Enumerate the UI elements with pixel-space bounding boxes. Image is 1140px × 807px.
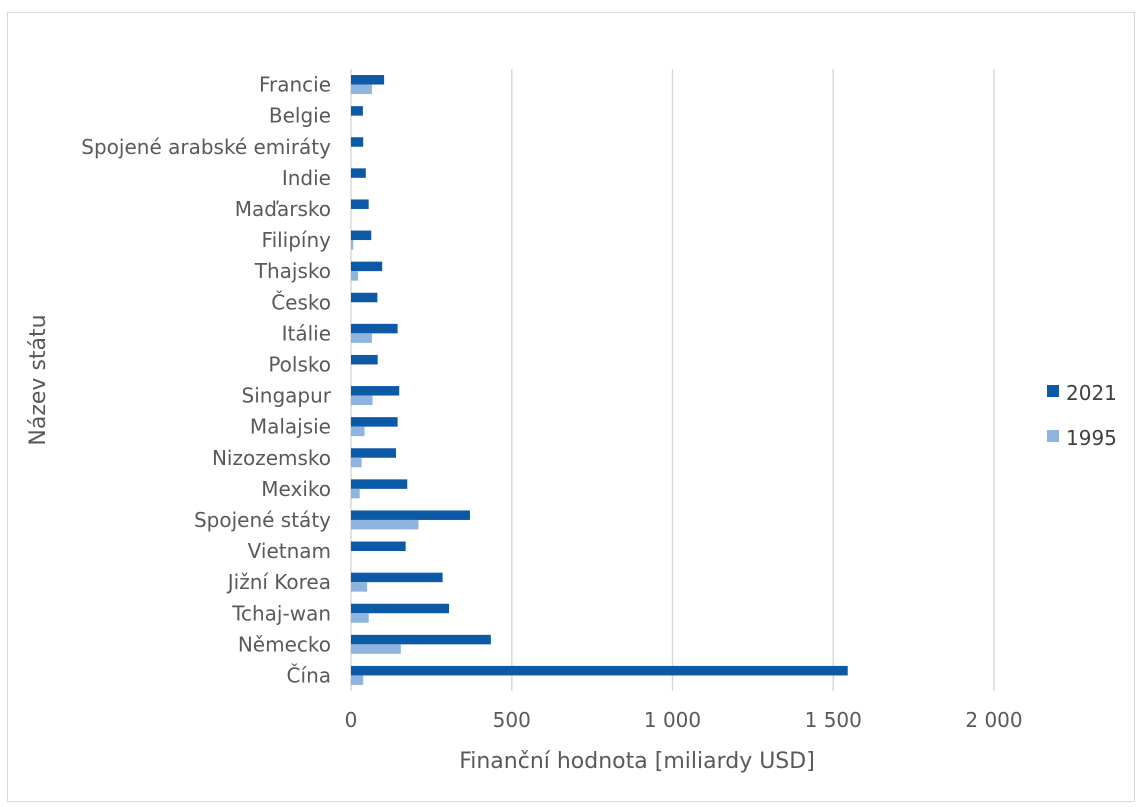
category-label: Jižní Korea — [226, 570, 331, 594]
bar-2021 — [351, 510, 470, 520]
bar-2021 — [351, 323, 398, 334]
bar-1995 — [351, 519, 419, 530]
category-label: Belgie — [269, 104, 331, 128]
bar-2021 — [351, 634, 491, 645]
bar-2021 — [351, 230, 372, 241]
bar-1995 — [351, 333, 372, 343]
bar-1995 — [351, 426, 365, 437]
category-label: Česko — [271, 290, 331, 314]
category-label: Vietnam — [248, 539, 331, 563]
bar-1995 — [351, 613, 369, 623]
category-label: Maďarsko — [235, 197, 331, 221]
bar-2021 — [351, 168, 366, 178]
x-tick-label: 500 — [493, 708, 531, 732]
bar-2021 — [351, 448, 397, 458]
category-label: Spojené státy — [194, 508, 331, 532]
category-label: Tchaj-wan — [231, 601, 331, 625]
category-label: Čína — [287, 663, 331, 687]
gridlines — [350, 69, 995, 691]
y-axis-title: Název státu — [26, 314, 51, 445]
category-labels: Čína Německo Tchaj-wan Jižní Korea Vietnam Sp… — [81, 73, 331, 688]
bar-2021 — [351, 261, 383, 272]
category-label: Indie — [282, 166, 331, 190]
category-label: Itálie — [282, 321, 331, 345]
category-label: Thajsko — [254, 259, 331, 283]
category-label: Německo — [238, 632, 331, 656]
x-tick-label: 1 000 — [644, 708, 701, 732]
bar-1995 — [351, 488, 360, 499]
x-tick-label: 2 000 — [965, 708, 1022, 732]
bar-2021 — [351, 479, 408, 489]
legend: 2021 1995 — [1047, 381, 1117, 450]
bar-2021 — [351, 292, 378, 303]
bar-1995 — [351, 675, 364, 685]
bar-1995 — [351, 395, 373, 406]
category-label: Nizozemsko — [212, 446, 331, 470]
legend-swatch-2021 — [1047, 385, 1059, 397]
bar-2021 — [351, 572, 443, 583]
x-tick-label: 1 500 — [805, 708, 862, 732]
x-axis-title: Finanční hodnota [miliardy USD] — [459, 749, 815, 774]
bar-1995 — [351, 271, 359, 281]
category-label: Filipíny — [262, 228, 332, 252]
bar-2021 — [351, 199, 369, 209]
bar-2021 — [351, 603, 450, 614]
legend-swatch-1995 — [1047, 430, 1059, 442]
bar-2021 — [351, 106, 363, 116]
bar-1995 — [351, 240, 354, 250]
bar-2021 — [351, 137, 364, 147]
x-tick-labels: 0 500 1 000 1 500 2 000 — [345, 708, 1023, 732]
bar-2021 — [351, 354, 378, 365]
bar-2021 — [351, 75, 385, 85]
bar-2021 — [351, 386, 400, 396]
bar-2021 — [351, 665, 848, 676]
bar-2021 — [351, 541, 406, 552]
legend-label-2021: 2021 — [1066, 381, 1117, 405]
bar-1995 — [351, 582, 368, 592]
bar-1995 — [351, 84, 372, 95]
bar-2021 — [351, 417, 398, 427]
bars — [351, 75, 848, 685]
category-label: Singapur — [242, 384, 332, 408]
category-label: Spojené arabské emiráty — [81, 135, 331, 159]
bar-1995 — [351, 644, 401, 654]
legend-label-1995: 1995 — [1066, 426, 1117, 450]
category-label: Mexiko — [261, 477, 331, 501]
category-label: Francie — [259, 73, 331, 97]
category-label: Polsko — [268, 352, 331, 376]
category-label: Malajsie — [250, 415, 331, 439]
x-tick-label: 0 — [345, 708, 358, 732]
bar-1995 — [351, 457, 362, 468]
